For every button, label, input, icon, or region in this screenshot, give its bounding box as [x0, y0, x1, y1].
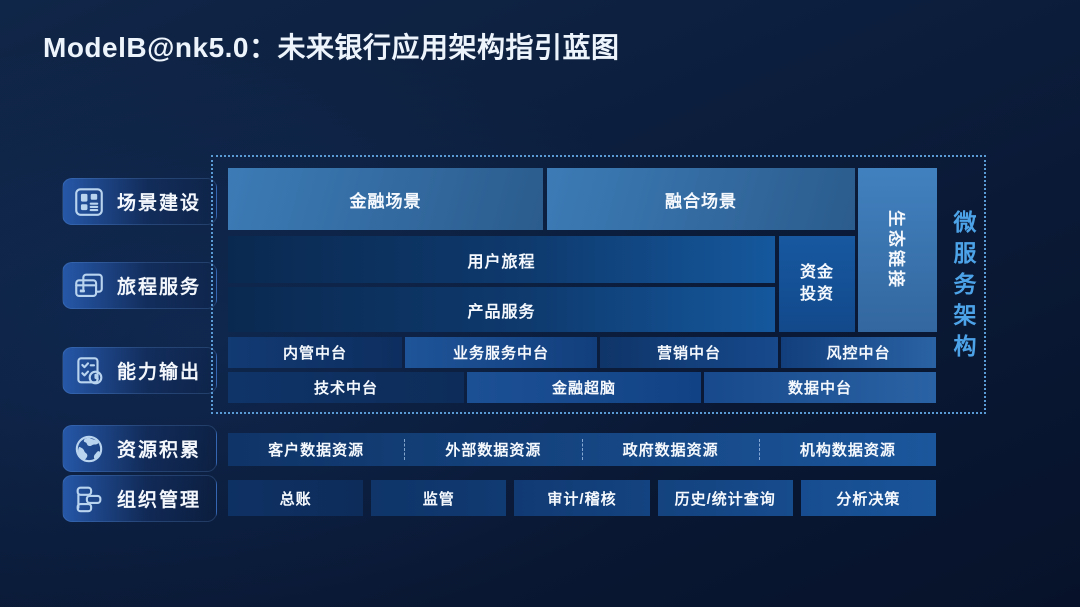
- data-resources-bar: 客户数据资源 外部数据资源 政府数据资源 机构数据资源: [228, 433, 936, 466]
- box-financial-scene: 金融场景: [228, 168, 543, 230]
- sidebar-item-journey-service: 旅程服务: [62, 262, 217, 309]
- cell-government-data: 政府数据资源: [622, 442, 719, 459]
- mid-platform-row-1: 内管中台 业务服务中台 营销中台 风控中台: [228, 337, 936, 368]
- sidebar-item-label: 旅程服务: [117, 277, 202, 298]
- sidebar-item-label: 能力输出: [117, 362, 202, 383]
- box-internal-mgmt-platform: 内管中台: [228, 337, 402, 368]
- org-chart-icon: [72, 482, 106, 516]
- checklist-clock-icon: [72, 354, 106, 388]
- box-supervision: 监管: [371, 480, 507, 516]
- architecture-frame: [211, 155, 986, 414]
- dashed-separator: [758, 439, 760, 460]
- box-product-service: 产品服务: [228, 287, 775, 332]
- box-history-statistics-query: 历史/统计查询: [657, 480, 793, 516]
- sidebar-item-label: 组织管理: [117, 490, 202, 511]
- page-title: ModelB@nk5.0：未来银行应用架构指引蓝图: [43, 32, 620, 63]
- box-analysis-decision: 分析决策: [800, 480, 937, 516]
- sidebar-item-scene-construction: 场景建设: [62, 178, 217, 225]
- sidebar-item-resource-accumulation: 资源积累: [62, 425, 217, 472]
- dashed-separator: [581, 439, 583, 460]
- cell-institution-data: 机构数据资源: [799, 442, 896, 459]
- box-general-ledger: 总账: [228, 480, 364, 516]
- sidebar-item-capability-output: 能力输出: [62, 347, 217, 394]
- box-technology-platform: 技术中台: [228, 372, 464, 403]
- sidebar-item-label: 资源积累: [117, 440, 202, 461]
- box-risk-control-platform: 风控中台: [781, 337, 936, 368]
- box-fund-investment: 资金 投资: [779, 236, 855, 332]
- globe-icon: [72, 432, 106, 466]
- cell-customer-data: 客户数据资源: [268, 442, 365, 459]
- cards-icon: [72, 269, 106, 303]
- microservice-architecture-label: 微服务架构: [950, 210, 976, 365]
- mid-platform-row-2: 技术中台 金融超脑 数据中台: [228, 372, 936, 403]
- box-audit: 审计/稽核: [514, 480, 650, 516]
- bottom-row: 总账 监管 审计/稽核 历史/统计查询 分析决策: [228, 480, 937, 516]
- eco-link-label: 生态链接: [886, 210, 905, 290]
- sidebar-item-organization-management: 组织管理: [62, 475, 217, 522]
- dashboard-icon: [72, 185, 106, 219]
- box-marketing-platform: 营销中台: [600, 337, 778, 368]
- box-user-journey: 用户旅程: [228, 236, 775, 283]
- dashed-separator: [404, 439, 406, 460]
- box-business-service-platform: 业务服务中台: [405, 337, 597, 368]
- box-data-platform: 数据中台: [704, 372, 936, 403]
- box-financial-superbrain: 金融超脑: [467, 372, 701, 403]
- box-fusion-scene: 融合场景: [547, 168, 855, 230]
- sidebar-item-label: 场景建设: [117, 193, 202, 214]
- cell-external-data: 外部数据资源: [445, 442, 542, 459]
- box-eco-link: 生态链接: [858, 168, 937, 332]
